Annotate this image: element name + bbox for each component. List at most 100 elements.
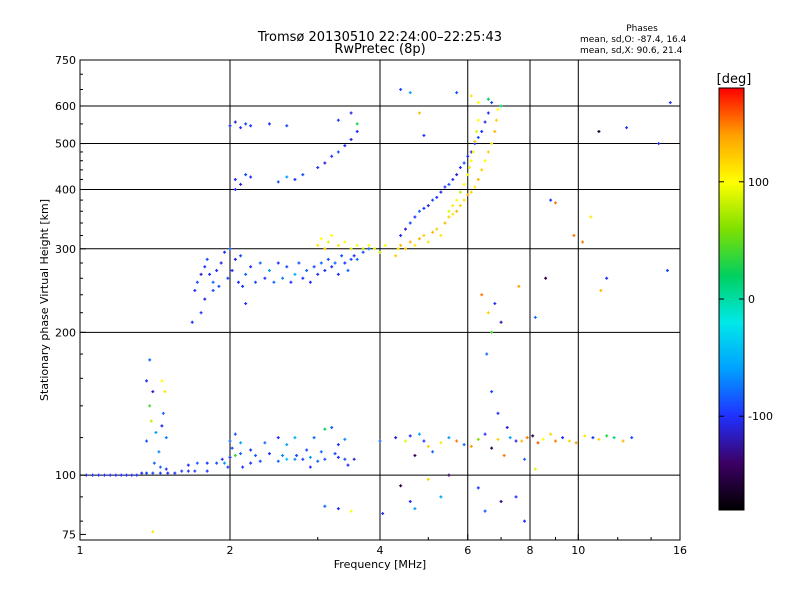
data-point xyxy=(447,215,451,219)
data-point xyxy=(267,269,271,273)
data-point xyxy=(480,168,484,172)
data-point xyxy=(496,107,500,111)
data-point xyxy=(316,272,320,276)
data-point xyxy=(103,473,107,477)
data-point xyxy=(462,182,466,186)
data-point xyxy=(148,404,152,408)
data-point xyxy=(408,240,412,244)
data-point xyxy=(244,272,248,276)
data-point xyxy=(233,120,237,124)
data-point xyxy=(230,446,234,450)
data-point xyxy=(346,269,350,273)
data-point xyxy=(91,473,95,477)
data-point xyxy=(276,436,280,440)
data-point xyxy=(173,471,177,475)
colorbar-tick-label: 0 xyxy=(748,293,755,306)
data-point xyxy=(336,150,340,154)
data-point xyxy=(408,499,412,503)
data-point xyxy=(417,237,421,241)
data-point xyxy=(455,198,459,202)
data-point xyxy=(367,243,371,247)
data-point xyxy=(468,166,472,170)
data-point xyxy=(447,473,451,477)
x-tick-label: 8 xyxy=(527,544,534,557)
data-point xyxy=(490,390,494,394)
data-point xyxy=(373,247,377,251)
data-point xyxy=(239,126,243,130)
data-point xyxy=(199,272,203,276)
data-point xyxy=(462,443,466,447)
data-point xyxy=(349,137,353,141)
data-point xyxy=(473,139,477,143)
data-point xyxy=(152,461,156,465)
data-point xyxy=(233,257,237,261)
data-point xyxy=(316,243,320,247)
data-point xyxy=(469,444,473,448)
data-point xyxy=(219,261,223,265)
data-point xyxy=(469,190,473,194)
data-point xyxy=(239,441,243,445)
data-point xyxy=(151,390,155,394)
data-point xyxy=(381,512,385,516)
data-point xyxy=(517,284,521,288)
data-point xyxy=(483,432,487,436)
data-point xyxy=(505,426,509,430)
x-tick-label: 16 xyxy=(673,544,687,557)
data-point xyxy=(476,135,480,139)
data-point xyxy=(451,212,455,216)
data-point xyxy=(455,209,459,213)
data-point xyxy=(305,269,309,273)
data-point xyxy=(323,504,327,508)
data-point xyxy=(301,457,305,461)
data-point xyxy=(561,436,565,440)
data-point xyxy=(514,495,518,499)
data-point xyxy=(413,243,417,247)
data-point xyxy=(597,437,601,441)
data-point xyxy=(439,495,443,499)
data-point xyxy=(340,254,344,258)
data-point xyxy=(476,177,480,181)
data-point xyxy=(323,427,327,431)
data-point xyxy=(249,461,253,465)
data-point xyxy=(205,461,209,465)
data-point xyxy=(166,471,170,475)
data-point xyxy=(417,111,421,115)
data-point xyxy=(597,130,601,134)
x-tick-label: 1 xyxy=(77,544,84,557)
data-point xyxy=(336,118,340,122)
data-point xyxy=(612,436,616,440)
data-point xyxy=(236,280,240,284)
data-point xyxy=(160,379,164,383)
data-point xyxy=(336,243,340,247)
data-point xyxy=(276,459,280,463)
x-tick-label: 4 xyxy=(377,544,384,557)
data-point xyxy=(583,434,587,438)
data-point xyxy=(148,358,152,362)
data-point xyxy=(114,473,118,477)
data-point xyxy=(553,439,557,443)
data-point xyxy=(301,173,305,177)
data-point xyxy=(403,247,407,251)
data-point xyxy=(523,519,527,523)
data-point xyxy=(520,439,524,443)
data-point xyxy=(361,247,365,251)
data-point xyxy=(319,237,323,241)
data-point xyxy=(326,240,330,244)
data-point xyxy=(336,455,340,459)
data-point xyxy=(316,459,320,463)
data-point xyxy=(119,473,123,477)
data-point xyxy=(190,320,194,324)
data-point xyxy=(490,142,494,146)
data-point xyxy=(253,454,257,458)
data-point xyxy=(471,150,475,154)
data-point xyxy=(355,257,359,261)
data-point xyxy=(486,111,490,115)
data-point xyxy=(272,280,276,284)
data-point xyxy=(523,457,527,461)
data-point xyxy=(544,276,548,280)
data-point xyxy=(458,166,462,170)
data-point xyxy=(233,454,237,458)
data-point xyxy=(581,240,585,244)
data-point xyxy=(285,265,289,269)
data-point xyxy=(249,124,253,128)
